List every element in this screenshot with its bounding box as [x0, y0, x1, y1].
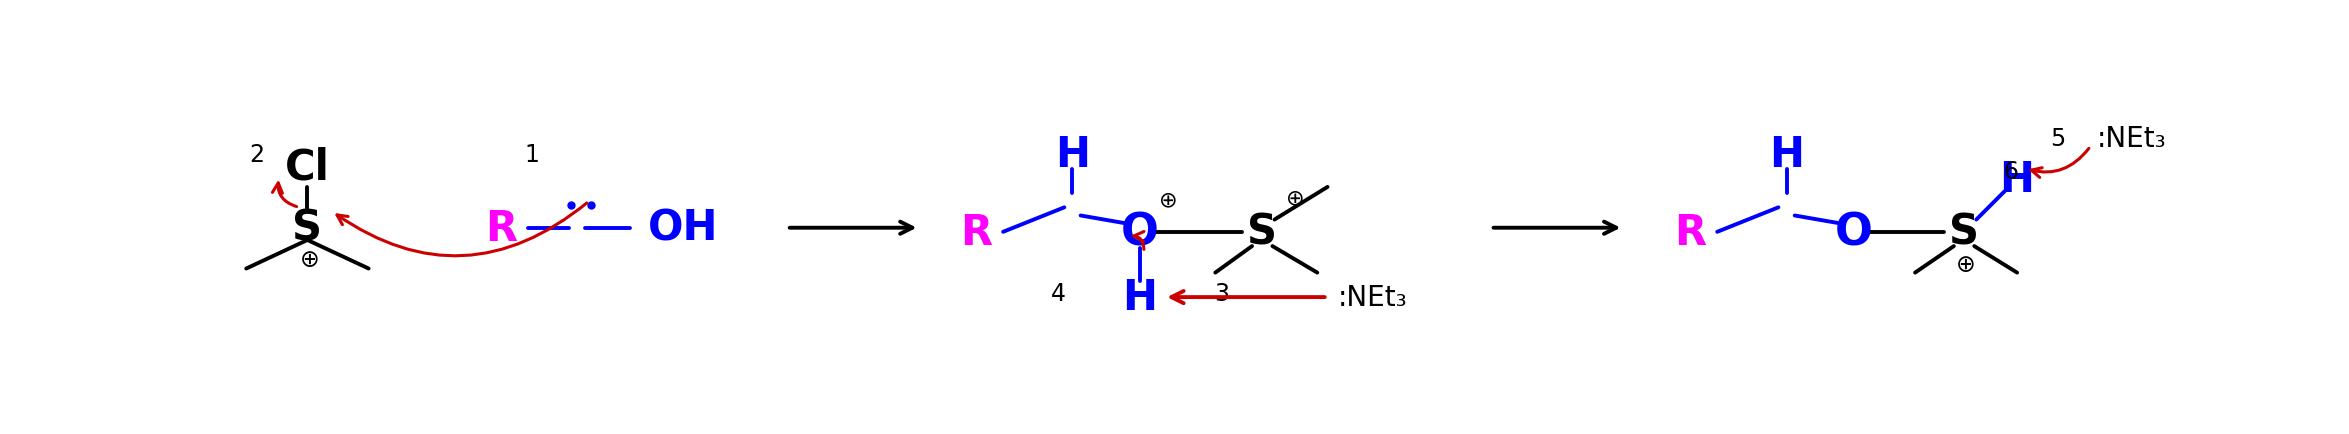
- Text: ⊕: ⊕: [301, 248, 319, 272]
- Text: S: S: [1247, 211, 1278, 253]
- Text: OH: OH: [648, 207, 719, 249]
- Text: R: R: [961, 211, 994, 253]
- Text: R: R: [486, 207, 517, 249]
- Text: O: O: [1835, 211, 1872, 254]
- Text: ⊕: ⊕: [1957, 253, 1976, 277]
- Text: 3: 3: [1214, 281, 1229, 305]
- Text: 2: 2: [249, 143, 263, 167]
- Text: ⊕: ⊕: [1158, 190, 1177, 210]
- Text: S: S: [291, 207, 322, 249]
- Text: 1: 1: [524, 143, 540, 167]
- Text: Cl: Cl: [284, 146, 329, 188]
- Text: 6: 6: [2004, 159, 2018, 183]
- Text: O: O: [1120, 211, 1158, 254]
- Text: R: R: [1675, 211, 1708, 253]
- Text: 4: 4: [1050, 281, 1066, 305]
- Text: H: H: [1055, 134, 1090, 176]
- Text: ⊕: ⊕: [1285, 187, 1304, 207]
- Text: H: H: [1123, 276, 1158, 319]
- Text: H: H: [1999, 158, 2034, 201]
- Text: :NEt₃: :NEt₃: [2098, 125, 2166, 153]
- Text: H: H: [1769, 134, 1804, 176]
- Text: :NEt₃: :NEt₃: [1337, 283, 1407, 311]
- Text: S: S: [1950, 211, 1980, 253]
- Text: 5: 5: [2051, 127, 2065, 151]
